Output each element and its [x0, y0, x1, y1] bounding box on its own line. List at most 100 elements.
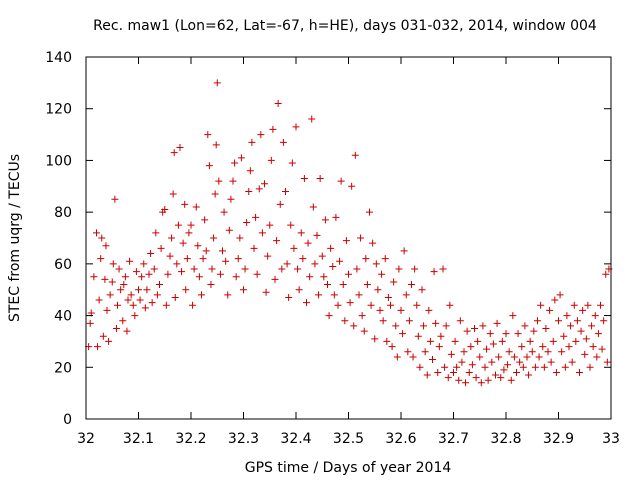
- data-point: [339, 281, 347, 289]
- data-point: [371, 335, 379, 343]
- data-point: [535, 353, 543, 361]
- data-point: [429, 356, 436, 364]
- data-point: [245, 187, 253, 195]
- data-point: [388, 343, 396, 351]
- data-point: [215, 177, 223, 185]
- data-point: [103, 306, 111, 314]
- data-point: [500, 366, 508, 374]
- data-point: [444, 374, 452, 382]
- data-point: [471, 325, 478, 332]
- data-point: [460, 348, 468, 356]
- data-point: [483, 345, 491, 353]
- data-point: [476, 353, 484, 361]
- data-point: [168, 234, 176, 242]
- data-point: [547, 358, 555, 366]
- data-point: [153, 291, 161, 299]
- data-point: [99, 332, 107, 340]
- data-point: [437, 332, 445, 340]
- data-point: [414, 332, 422, 340]
- data-point: [505, 348, 513, 356]
- data-point: [278, 265, 286, 273]
- data-point: [418, 286, 426, 294]
- data-point: [458, 358, 466, 366]
- data-point: [332, 213, 340, 221]
- data-point: [330, 291, 338, 299]
- data-point: [498, 337, 506, 345]
- data-point: [530, 327, 538, 335]
- data-point: [589, 343, 597, 351]
- data-point: [264, 252, 272, 260]
- data-point: [250, 244, 258, 252]
- data-point: [544, 348, 552, 356]
- data-point: [190, 265, 198, 273]
- data-point: [357, 234, 365, 242]
- data-point: [378, 270, 386, 278]
- data-point: [90, 273, 98, 281]
- data-point: [504, 361, 512, 369]
- data-point: [162, 301, 170, 309]
- data-point: [208, 265, 216, 273]
- data-point: [446, 301, 454, 309]
- data-point: [219, 247, 226, 255]
- x-tick-label: 32.9: [543, 431, 574, 447]
- data-point: [120, 281, 128, 289]
- y-tick-label: 0: [63, 412, 72, 428]
- data-point: [568, 358, 576, 366]
- data-point: [207, 281, 215, 289]
- data-point: [346, 299, 354, 307]
- data-point: [519, 363, 527, 371]
- data-point: [194, 242, 202, 250]
- data-point: [493, 319, 501, 327]
- data-point: [521, 322, 529, 330]
- data-point: [336, 257, 344, 265]
- data-point: [179, 239, 187, 247]
- data-point: [477, 379, 485, 387]
- data-point: [198, 291, 205, 299]
- data-point: [267, 156, 275, 164]
- data-point: [231, 159, 239, 167]
- data-point: [379, 317, 387, 325]
- data-point: [176, 144, 184, 151]
- data-point: [534, 317, 541, 325]
- data-point: [467, 343, 475, 351]
- data-point: [86, 319, 94, 327]
- plot-frame: [85, 56, 612, 420]
- data-point: [253, 270, 261, 278]
- data-point: [212, 141, 220, 149]
- data-point: [560, 332, 568, 340]
- data-point: [97, 255, 105, 263]
- data-point: [462, 379, 470, 387]
- data-point: [127, 291, 135, 299]
- data-point: [220, 208, 228, 216]
- data-point: [109, 260, 117, 268]
- data-point: [441, 363, 449, 371]
- chart-title: Rec. maw1 (Lon=62, Lat=-67, h=HE), days …: [93, 18, 597, 34]
- data-point: [484, 376, 492, 384]
- y-tick-label: 40: [54, 309, 72, 325]
- data-point: [588, 322, 596, 330]
- data-point: [507, 376, 515, 384]
- data-point: [397, 306, 405, 314]
- data-point: [164, 270, 172, 278]
- x-tick-label: 32.1: [123, 431, 154, 447]
- data-point: [288, 159, 296, 167]
- data-point: [210, 234, 218, 242]
- data-point: [108, 278, 116, 286]
- data-point: [523, 353, 531, 361]
- data-point: [166, 252, 174, 260]
- data-point: [246, 167, 254, 175]
- data-point: [304, 239, 312, 247]
- data-point: [285, 293, 293, 301]
- x-tick-label: 32.3: [228, 431, 259, 447]
- data-point: [539, 343, 547, 351]
- data-point: [518, 343, 526, 351]
- data-point: [492, 371, 499, 379]
- data-point: [173, 260, 181, 268]
- data-point: [311, 260, 319, 268]
- data-point: [271, 275, 279, 283]
- data-point: [308, 115, 316, 123]
- data-point: [261, 180, 268, 188]
- data-point: [327, 244, 335, 252]
- data-point: [369, 239, 377, 247]
